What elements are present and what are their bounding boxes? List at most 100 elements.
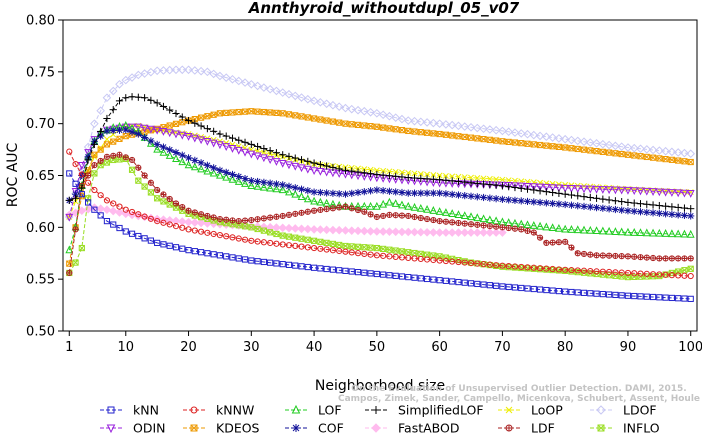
data-point (405, 273, 412, 281)
data-point (372, 108, 382, 118)
data-point (241, 256, 249, 263)
data-point (335, 190, 343, 198)
series-ldf (66, 151, 694, 277)
data-point (223, 109, 230, 116)
data-point (549, 180, 556, 187)
data-point (518, 226, 525, 233)
data-point (348, 205, 355, 212)
data-point (166, 195, 173, 203)
y-tick-label: 0.55 (26, 273, 55, 288)
data-point (442, 257, 450, 265)
data-point (604, 140, 614, 150)
data-point (348, 268, 355, 275)
data-point (266, 147, 274, 155)
data-point (240, 78, 250, 87)
data-point (562, 181, 569, 188)
data-point (474, 135, 481, 142)
data-point (172, 154, 180, 163)
data-point (391, 199, 400, 207)
data-point (373, 167, 380, 174)
data-point (416, 203, 425, 212)
data-point (649, 154, 657, 161)
data-point (580, 193, 588, 201)
legend-item-inflo: INFLO (590, 421, 660, 434)
data-point (235, 108, 242, 116)
data-point (210, 111, 217, 118)
data-point (91, 162, 98, 169)
data-point (229, 254, 236, 261)
data-point (222, 132, 230, 140)
data-point (135, 232, 142, 240)
data-point (612, 252, 619, 260)
data-point (361, 122, 368, 129)
data-point (322, 198, 331, 207)
data-point (260, 239, 267, 246)
data-point (328, 100, 338, 110)
data-point (96, 106, 105, 116)
data-point (292, 210, 299, 217)
data-point (542, 132, 551, 142)
data-point (336, 267, 343, 274)
data-point (454, 228, 463, 237)
data-point (499, 262, 506, 269)
data-point (66, 260, 73, 267)
data-point (152, 66, 162, 76)
data-point (342, 242, 349, 250)
data-point (179, 204, 186, 211)
data-point (241, 179, 249, 187)
data-point (378, 227, 388, 236)
data-point (529, 183, 538, 192)
data-point (643, 293, 650, 300)
data-point (661, 229, 670, 237)
data-point (523, 197, 532, 206)
data-point (486, 222, 493, 230)
data-point (197, 164, 206, 173)
data-point (235, 136, 243, 144)
data-point (298, 209, 305, 216)
data-point (511, 225, 519, 232)
data-point (611, 227, 620, 235)
data-point (279, 261, 286, 268)
data-point (441, 120, 451, 129)
data-point (416, 227, 426, 237)
data-point (248, 237, 255, 244)
data-point (316, 188, 324, 197)
data-point (360, 169, 368, 177)
data-point (656, 155, 663, 162)
data-point (587, 251, 594, 258)
data-point (229, 217, 236, 224)
data-point (121, 75, 131, 85)
data-point (649, 271, 657, 278)
data-point (177, 65, 187, 75)
data-point (454, 177, 463, 186)
data-point (334, 225, 344, 235)
data-point (360, 188, 368, 196)
data-point (606, 268, 613, 276)
data-point (392, 212, 399, 219)
x-tick-label: 50 (369, 340, 386, 355)
data-point (159, 143, 168, 151)
data-point (687, 272, 694, 280)
data-point (637, 153, 644, 160)
data-point (267, 214, 274, 221)
data-point (599, 195, 607, 203)
data-point (248, 216, 255, 224)
data-point (429, 206, 438, 214)
data-point (655, 201, 663, 210)
data-point (184, 116, 193, 125)
data-point (505, 138, 512, 146)
data-point (336, 119, 343, 126)
data-point (686, 149, 696, 159)
data-point (329, 266, 337, 273)
data-point (184, 160, 193, 169)
data-point (429, 118, 438, 128)
data-point (668, 203, 676, 211)
data-point (210, 127, 218, 135)
data-point (234, 146, 243, 155)
data-point (536, 286, 544, 293)
data-point (272, 184, 281, 193)
legend-marker (505, 406, 513, 414)
data-point (436, 189, 444, 197)
data-point (592, 204, 601, 212)
data-point (624, 227, 632, 236)
